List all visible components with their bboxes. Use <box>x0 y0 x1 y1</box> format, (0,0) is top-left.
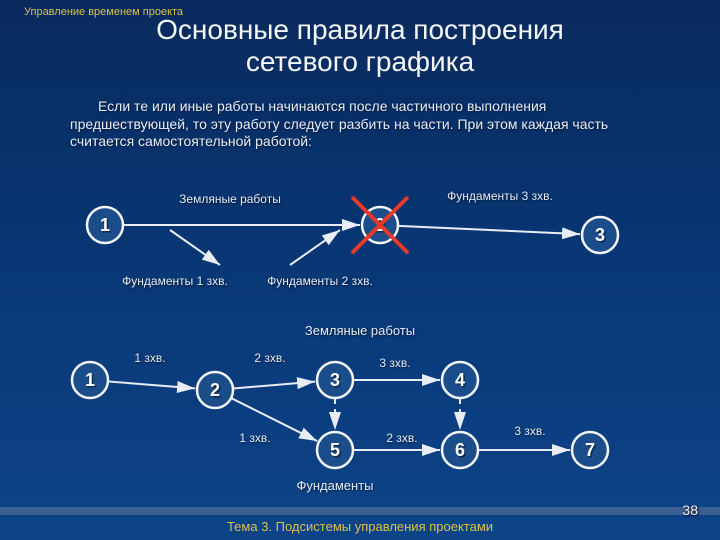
edge-label: 3 зхв. <box>379 356 410 370</box>
edge-label: 1 зхв. <box>239 431 270 445</box>
edge-label: 2 зхв. <box>254 351 285 365</box>
svg-text:4: 4 <box>455 370 465 390</box>
edge-label: 2 зхв. <box>386 431 417 445</box>
svg-text:7: 7 <box>585 440 595 460</box>
svg-text:1: 1 <box>85 370 95 390</box>
footer-bar <box>0 507 720 515</box>
edge-label: 1 зхв. <box>134 351 165 365</box>
graph-edge <box>233 382 315 389</box>
graph-node-1: 11 <box>87 207 123 243</box>
fan-arrow <box>290 230 340 265</box>
label-foundations: Фундаменты <box>296 478 373 493</box>
label-earthworks-1: Земляные работы <box>179 192 281 206</box>
page-number: 38 <box>682 502 698 518</box>
graph-edge <box>398 226 580 234</box>
graph-node-3: 33 <box>317 362 353 398</box>
graph-node-5: 55 <box>317 432 353 468</box>
svg-text:2: 2 <box>210 380 220 400</box>
fan-arrow <box>170 230 220 265</box>
diagram-canvas: Земляные работы Фундаменты 3 зхв. Фундамен… <box>0 0 720 540</box>
svg-text:6: 6 <box>455 440 465 460</box>
svg-text:3: 3 <box>330 370 340 390</box>
graph-node-2: 22 <box>197 372 233 408</box>
svg-text:3: 3 <box>595 225 605 245</box>
edge-label: Фундаменты 3 зхв. <box>447 189 553 203</box>
graph-node-7: 77 <box>572 432 608 468</box>
graph-node-1: 11 <box>72 362 108 398</box>
graph-node-3: 33 <box>582 217 618 253</box>
fan-label: Фундаменты 1 зхв. <box>122 274 228 288</box>
graph-node-6: 66 <box>442 432 478 468</box>
edge-label: 3 зхв. <box>514 424 545 438</box>
footer-text: Тема 3. Подсистемы управления проектами <box>0 519 720 534</box>
graph-edge <box>108 381 195 388</box>
fan-label: Фундаменты 2 зхв. <box>267 274 373 288</box>
graph-node-4: 44 <box>442 362 478 398</box>
label-earthworks-2: Земляные работы <box>305 323 415 338</box>
svg-text:1: 1 <box>100 215 110 235</box>
svg-text:5: 5 <box>330 440 340 460</box>
